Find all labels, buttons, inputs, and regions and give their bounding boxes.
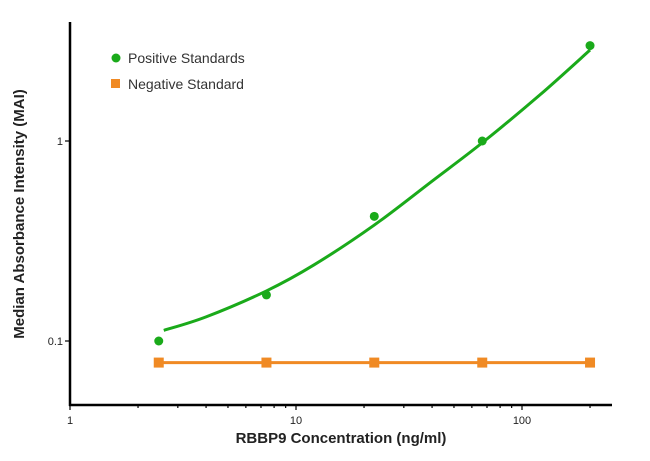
- series-positive-standards: [154, 41, 595, 346]
- y-tick-label: 1: [57, 136, 63, 148]
- data-point: [369, 211, 379, 221]
- data-point: [585, 357, 596, 368]
- legend: Positive Standards Negative Standard: [111, 50, 245, 92]
- data-point: [369, 357, 380, 368]
- ticks: 1 10 100 0.1 1: [48, 136, 591, 427]
- x-tick-label: 100: [513, 415, 531, 427]
- data-point: [153, 357, 164, 368]
- x-tick-label: 10: [290, 415, 302, 427]
- x-axis-label: RBBP9 Concentration (ng/ml): [236, 430, 447, 447]
- data-point: [261, 357, 272, 368]
- legend-label-negative: Negative Standard: [128, 76, 244, 92]
- data-point: [477, 136, 487, 146]
- data-point: [154, 336, 164, 346]
- legend-label-positive: Positive Standards: [128, 50, 245, 66]
- legend-marker-positive: [111, 53, 121, 63]
- legend-marker-negative: [111, 79, 120, 88]
- marks: [153, 41, 596, 368]
- data-point: [477, 357, 488, 368]
- x-tick-label: 1: [67, 415, 73, 427]
- fit-curve: [163, 48, 592, 332]
- series-negative-standard: [153, 357, 596, 368]
- y-axis-label: Median Absorbance Intensity (MAI): [11, 89, 28, 338]
- data-point: [585, 41, 595, 51]
- y-tick-label: 0.1: [48, 336, 63, 348]
- data-point: [261, 290, 271, 300]
